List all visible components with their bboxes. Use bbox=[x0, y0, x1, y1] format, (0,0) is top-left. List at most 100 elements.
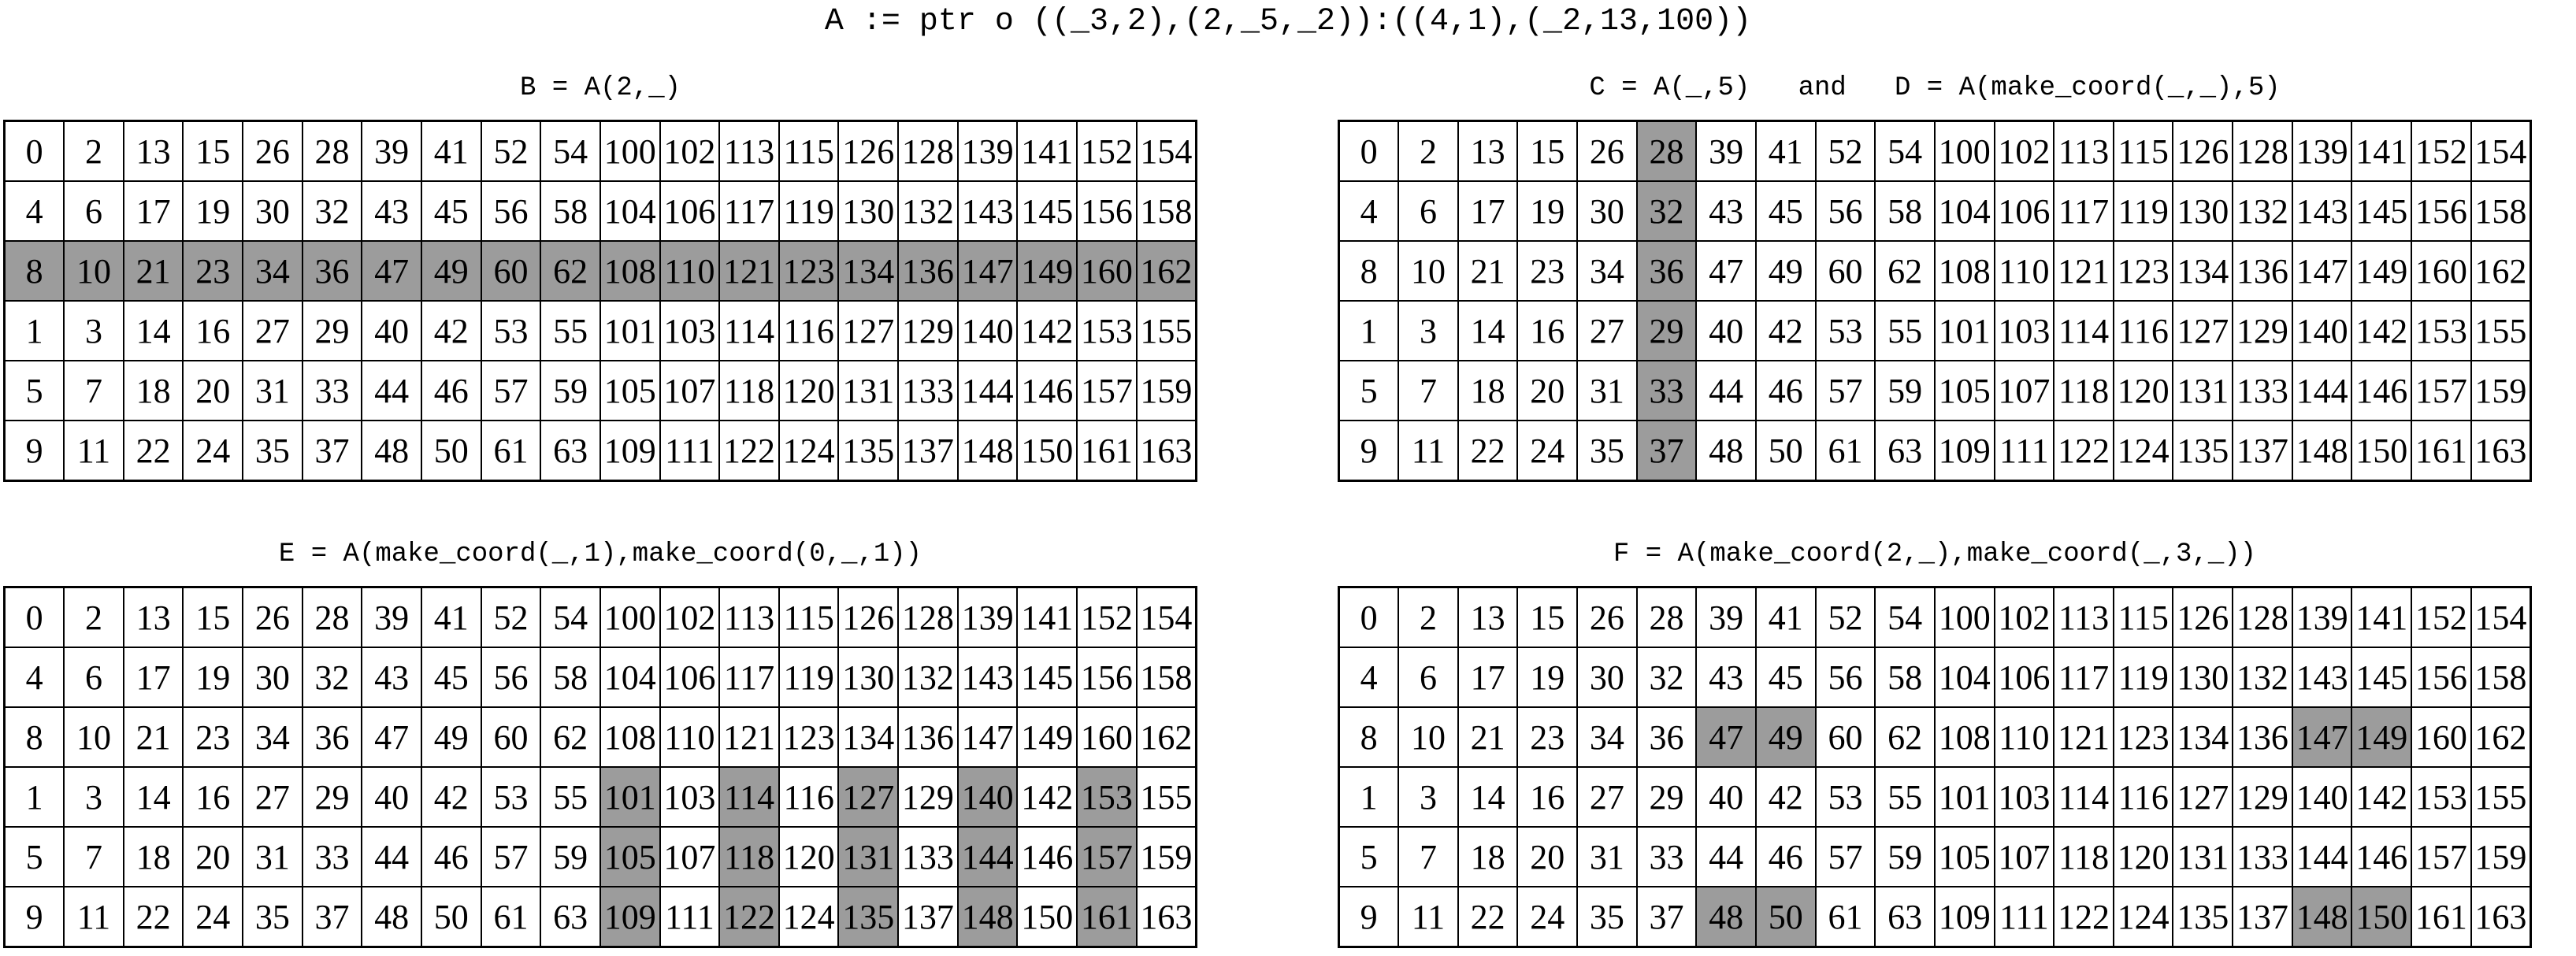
table-cell: 43 bbox=[1695, 180, 1757, 242]
table-cell: 149 bbox=[2351, 706, 2413, 768]
table-cell: 45 bbox=[1754, 180, 1817, 242]
table-cell: 154 bbox=[2470, 120, 2532, 182]
table-cell: 122 bbox=[718, 420, 780, 482]
table-cell: 10 bbox=[63, 706, 124, 768]
table-cell: 6 bbox=[63, 180, 124, 242]
table-cell: 147 bbox=[956, 240, 1019, 302]
table-cell: 37 bbox=[301, 886, 363, 948]
table-cell: 27 bbox=[242, 766, 303, 828]
table-cell: 107 bbox=[1993, 826, 2055, 887]
table-cell: 119 bbox=[778, 180, 840, 242]
table-cell: 31 bbox=[1576, 360, 1638, 421]
table-cell: 143 bbox=[956, 180, 1019, 242]
table-row: 1 3 14 16 27 29 40 42 53 55 101 103 114 116 127 129 140 1… bbox=[1338, 766, 2532, 828]
table-cell: 103 bbox=[1993, 766, 2055, 828]
table-cell: 27 bbox=[1576, 300, 1638, 361]
table-cell: 34 bbox=[242, 706, 303, 768]
table-cell: 101 bbox=[1933, 300, 1995, 361]
table-cell: 121 bbox=[718, 240, 780, 302]
table-cell: 8 bbox=[1338, 706, 1400, 768]
table-cell: 103 bbox=[1993, 300, 2055, 361]
table-cell: 132 bbox=[897, 180, 959, 242]
table-cell: 30 bbox=[1576, 180, 1638, 242]
table-cell: 29 bbox=[1635, 300, 1698, 361]
panels-grid: B = A(2,_) 0 2 13 15 26 28 39 41 52 54 100 102 113 11… bbox=[3, 71, 2576, 948]
table-cell: 11 bbox=[1397, 886, 1459, 948]
table-cell: 45 bbox=[420, 647, 482, 708]
table-cell: 141 bbox=[1016, 120, 1078, 182]
table-cell: 129 bbox=[897, 766, 959, 828]
table-cell: 103 bbox=[659, 766, 721, 828]
table-cell: 106 bbox=[1993, 180, 2055, 242]
table-cell: 162 bbox=[2470, 240, 2532, 302]
table-cell: 55 bbox=[1874, 300, 1936, 361]
table-cell: 150 bbox=[2351, 420, 2413, 482]
table-cell: 20 bbox=[182, 360, 244, 421]
table-cell: 145 bbox=[1016, 647, 1078, 708]
table-cell: 111 bbox=[659, 420, 721, 482]
table-cell: 146 bbox=[2351, 826, 2413, 887]
table-cell: 34 bbox=[242, 240, 303, 302]
table-cell: 50 bbox=[1754, 420, 1817, 482]
table-cell: 161 bbox=[1076, 886, 1138, 948]
table-cell: 134 bbox=[837, 240, 900, 302]
table-cell: 109 bbox=[1933, 420, 1995, 482]
table-cell: 156 bbox=[2411, 180, 2472, 242]
table-cell: 60 bbox=[480, 240, 542, 302]
table-cell: 116 bbox=[778, 766, 840, 828]
table-cell: 140 bbox=[2291, 766, 2353, 828]
table-cell: 141 bbox=[2351, 586, 2413, 648]
table-cell: 34 bbox=[1576, 240, 1638, 302]
table-cell: 53 bbox=[1814, 300, 1876, 361]
table-cell: 24 bbox=[182, 886, 244, 948]
table-cell: 7 bbox=[1397, 826, 1459, 887]
table-cell: 21 bbox=[122, 240, 184, 302]
table-cell: 126 bbox=[837, 120, 900, 182]
table-cell: 22 bbox=[122, 420, 184, 482]
table-cell: 42 bbox=[1754, 300, 1817, 361]
table-cell: 40 bbox=[361, 766, 422, 828]
table-cell: 49 bbox=[1754, 706, 1817, 768]
table-cell: 147 bbox=[2291, 706, 2353, 768]
table-cell: 159 bbox=[1135, 360, 1197, 421]
table-cell: 115 bbox=[778, 120, 840, 182]
table-cell: 100 bbox=[1933, 120, 1995, 182]
table-cell: 114 bbox=[718, 766, 780, 828]
table-cell: 17 bbox=[122, 180, 184, 242]
table-cell: 123 bbox=[778, 240, 840, 302]
table-cell: 26 bbox=[1576, 120, 1638, 182]
table-cell: 106 bbox=[659, 180, 721, 242]
table-row: 0 2 13 15 26 28 39 41 52 54 100 102 113 115 126 128 139 1… bbox=[3, 120, 1197, 182]
table-cell: 150 bbox=[2351, 886, 2413, 948]
table-cell: 104 bbox=[1933, 647, 1995, 708]
table-cell: 23 bbox=[182, 706, 244, 768]
table-cell: 39 bbox=[361, 120, 422, 182]
table-cell: 43 bbox=[361, 647, 422, 708]
table-cell: 21 bbox=[1457, 240, 1519, 302]
table-cell: 50 bbox=[420, 886, 482, 948]
table-cell: 120 bbox=[2112, 360, 2174, 421]
table-cell: 48 bbox=[1695, 420, 1757, 482]
table-cell: 10 bbox=[63, 240, 124, 302]
table-cell: 49 bbox=[1754, 240, 1817, 302]
table-cell: 152 bbox=[2411, 120, 2472, 182]
table-cell: 102 bbox=[1993, 120, 2055, 182]
table-cell: 36 bbox=[1635, 706, 1698, 768]
table-cell: 137 bbox=[2232, 886, 2293, 948]
table-cell: 44 bbox=[361, 826, 422, 887]
table-cell: 114 bbox=[2053, 300, 2114, 361]
table-cell: 117 bbox=[718, 180, 780, 242]
table-cell: 142 bbox=[2351, 300, 2413, 361]
table-cell: 30 bbox=[1576, 647, 1638, 708]
table-cell: 23 bbox=[182, 240, 244, 302]
table-cell: 135 bbox=[2172, 420, 2234, 482]
table-cell: 62 bbox=[540, 240, 601, 302]
table-cell: 16 bbox=[1516, 766, 1579, 828]
table-cell: 130 bbox=[2172, 180, 2234, 242]
table-cell: 132 bbox=[2232, 180, 2293, 242]
table-cell: 0 bbox=[3, 120, 65, 182]
table-cell: 139 bbox=[956, 120, 1019, 182]
panel-e: E = A(make_coord(_,1),make_coord(0,_,1))… bbox=[3, 537, 1197, 948]
table-cell: 107 bbox=[1993, 360, 2055, 421]
table-cell: 152 bbox=[2411, 586, 2472, 648]
